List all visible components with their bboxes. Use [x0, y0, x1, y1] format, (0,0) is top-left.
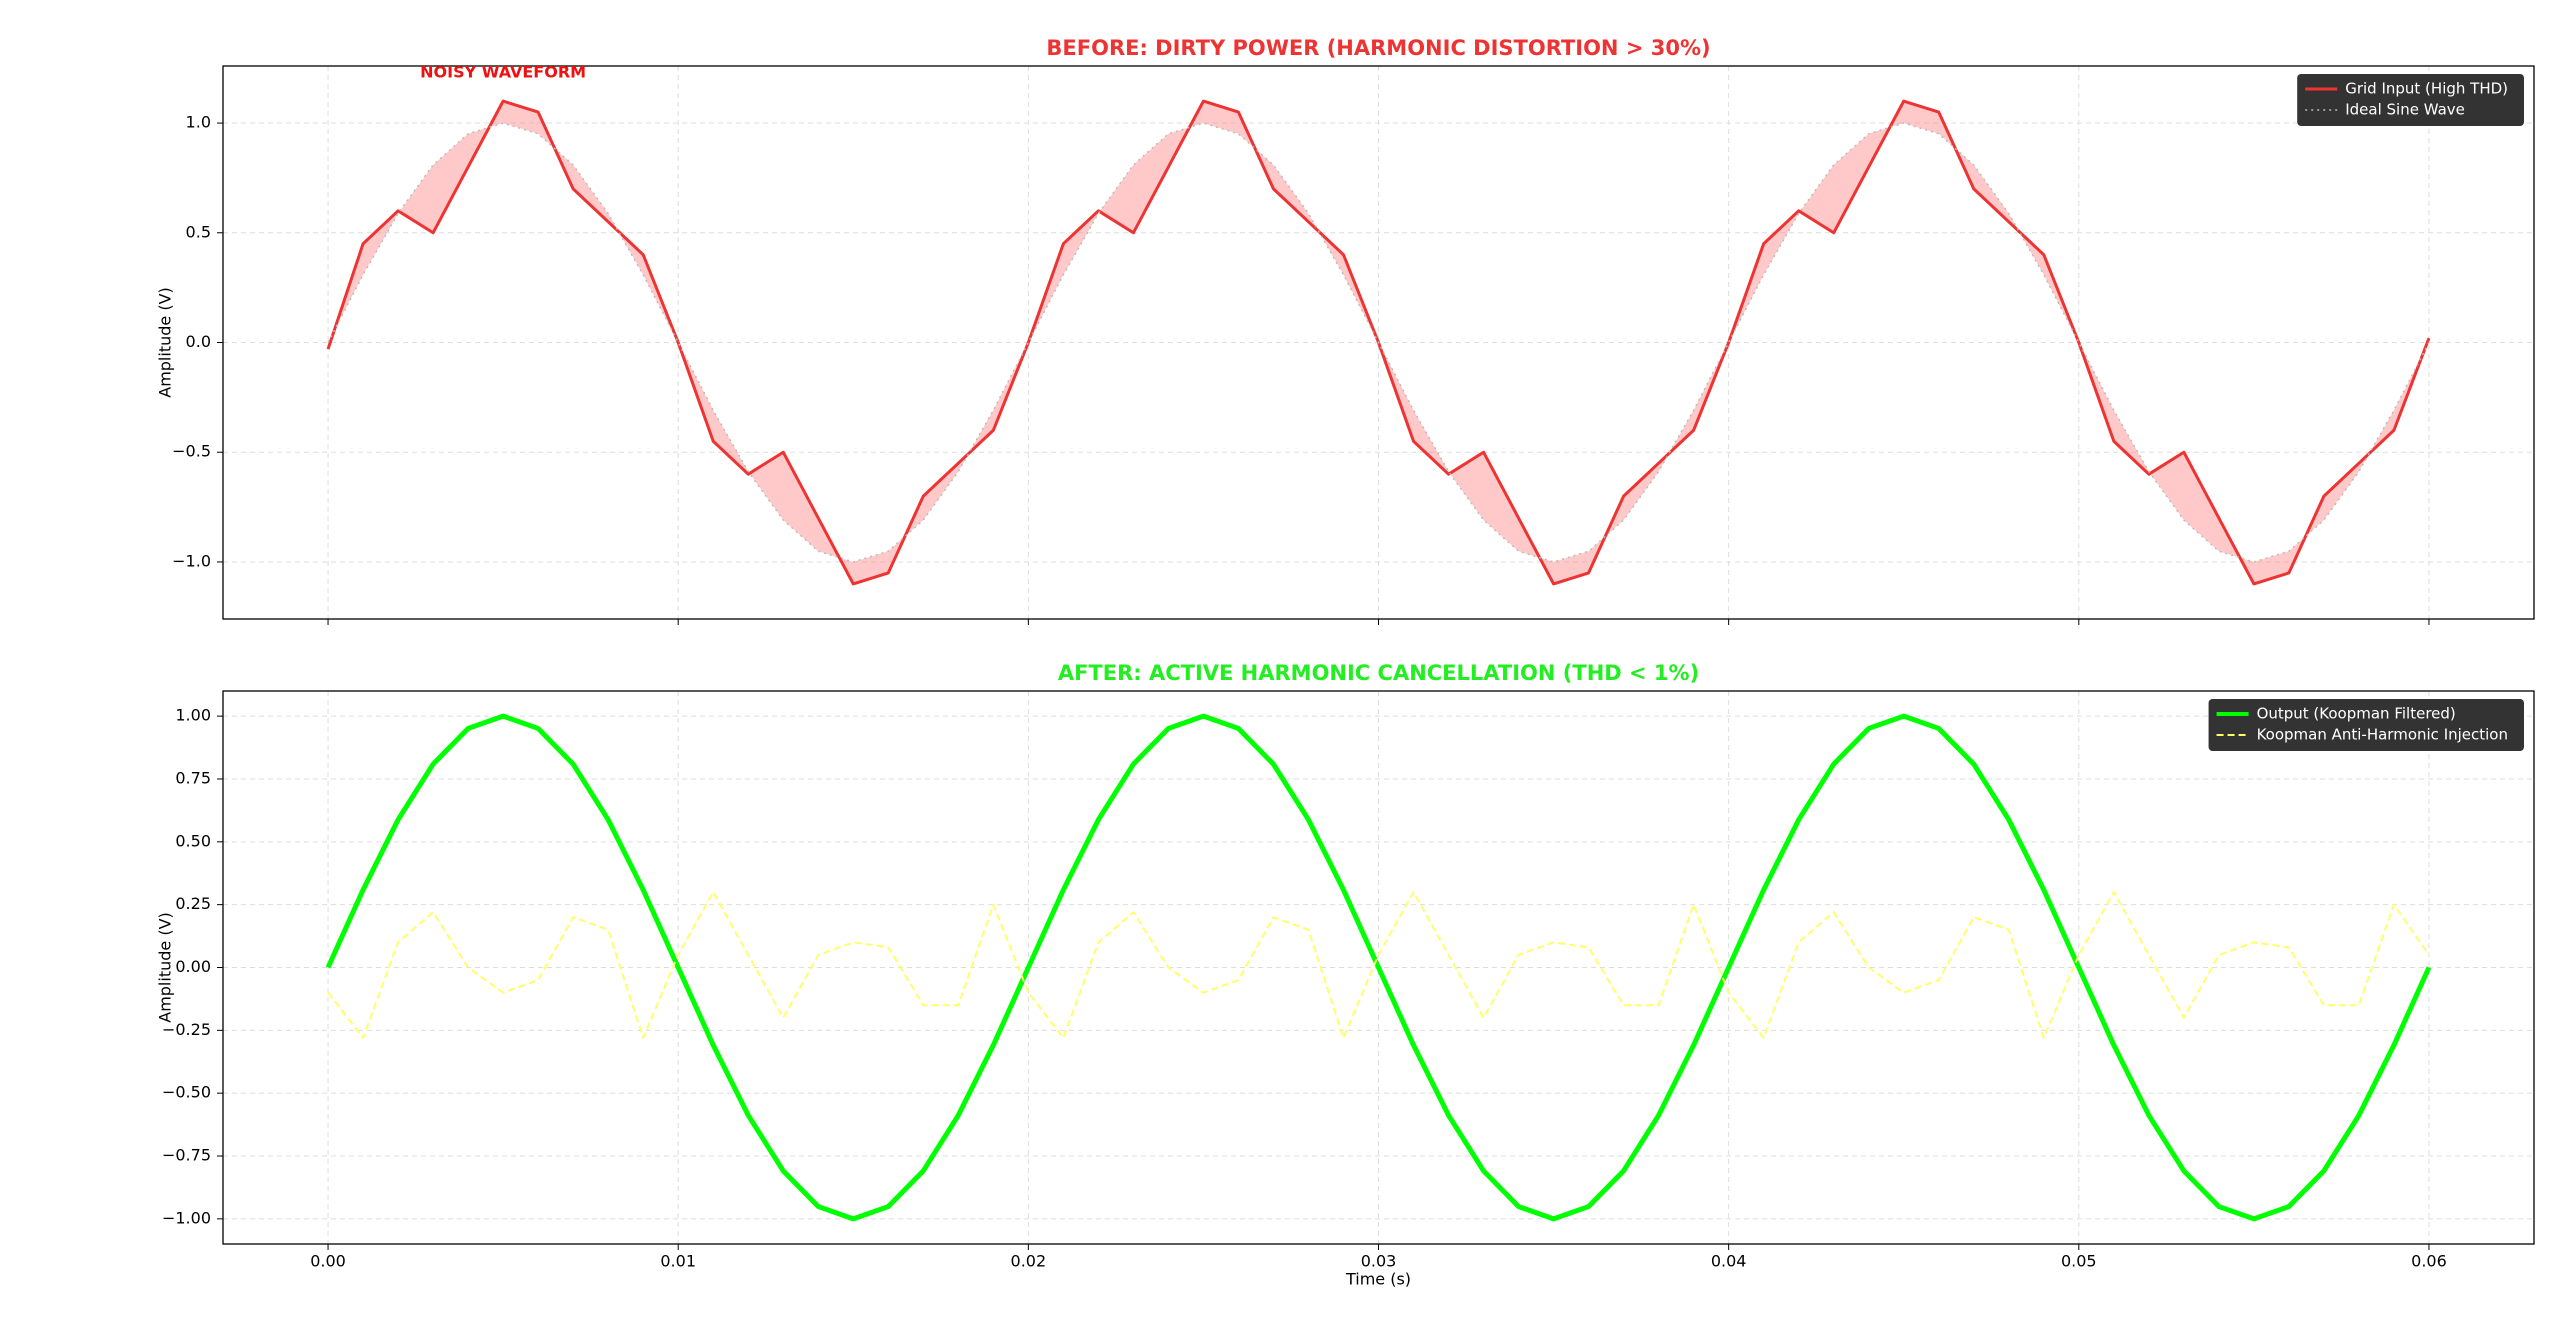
chart-title: BEFORE: DIRTY POWER (HARMONIC DISTORTION… [1046, 36, 1710, 60]
y-tick-label: 0.75 [175, 768, 211, 787]
x-tick-label: 0.01 [660, 1252, 696, 1271]
legend-label: Koopman Anti-Harmonic Injection [2257, 726, 2508, 744]
y-tick-label: 1.00 [175, 706, 211, 725]
y-axis-label: Amplitude (V) [156, 912, 175, 1023]
legend-box [2297, 74, 2524, 126]
x-tick-label: 0.04 [1711, 1252, 1747, 1271]
y-tick-label: 0.50 [175, 831, 211, 850]
legend-label: Output (Koopman Filtered) [2257, 705, 2456, 723]
y-tick-label: −0.25 [162, 1020, 211, 1039]
chart-title: AFTER: ACTIVE HARMONIC CANCELLATION (THD… [1058, 661, 1699, 685]
y-tick-label: 0.25 [175, 894, 211, 913]
y-axis-label: Amplitude (V) [156, 287, 175, 398]
y-tick-label: −0.5 [172, 442, 211, 461]
y-tick-label: −0.50 [162, 1083, 211, 1102]
annotation: NOISY WAVEFORM [420, 63, 586, 82]
y-tick-label: 0.5 [186, 222, 211, 241]
y-tick-label: −0.75 [162, 1146, 211, 1165]
x-tick-label: 0.06 [2411, 1252, 2447, 1271]
y-tick-label: −1.00 [162, 1208, 211, 1227]
y-tick-label: 0.00 [175, 957, 211, 976]
y-tick-label: 0.0 [186, 332, 211, 351]
legend-label: Grid Input (High THD) [2345, 80, 2508, 98]
x-axis-label: Time (s) [1345, 1270, 1411, 1289]
series-line [327, 891, 2430, 1039]
y-tick-label: −1.0 [172, 551, 211, 570]
legend-label: Ideal Sine Wave [2345, 101, 2465, 119]
legend: Grid Input (High THD) Ideal Sine Wave [2305, 80, 2508, 119]
legend-box [2208, 699, 2524, 751]
plot-frame [222, 690, 2535, 1245]
x-tick-label: 0.02 [1011, 1252, 1047, 1271]
y-tick-label: 1.0 [186, 113, 211, 132]
series-line [325, 713, 2432, 1222]
x-tick-label: 0.03 [1361, 1252, 1397, 1271]
plot-frame [222, 65, 2535, 620]
legend: Output (Koopman Filtered) Koopman Anti-Ha… [2216, 705, 2508, 744]
x-tick-label: 0.05 [2061, 1252, 2097, 1271]
x-tick-label: 0.00 [310, 1252, 346, 1271]
series-line [327, 122, 2430, 563]
